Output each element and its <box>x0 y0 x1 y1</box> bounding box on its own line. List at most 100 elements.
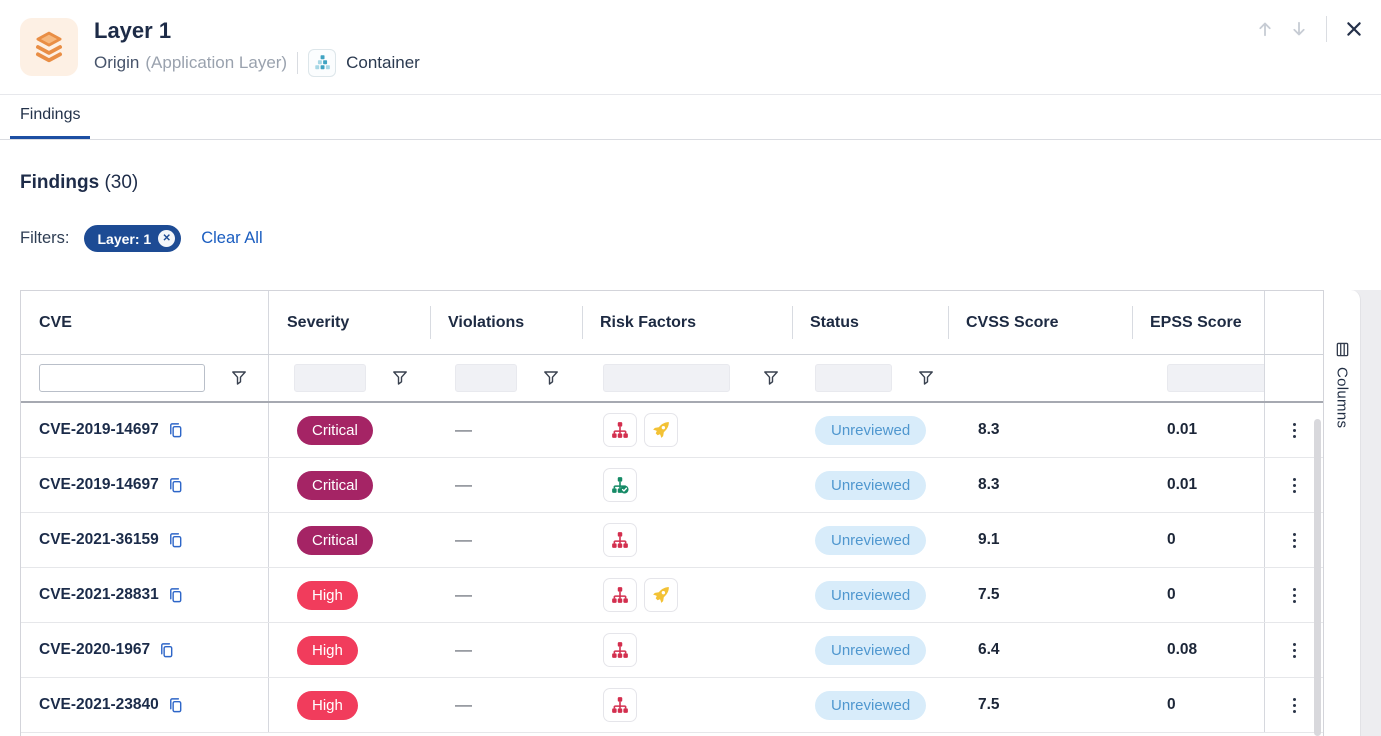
cvss-score-value: 7.5 <box>948 568 1132 622</box>
close-button[interactable] <box>1343 18 1365 40</box>
epss-score-value: 0 <box>1132 513 1264 567</box>
cvss-score-value: 8.3 <box>948 403 1132 457</box>
cve-link[interactable]: CVE-2021-23840 <box>39 696 159 714</box>
filter-chip-label: Layer: 1 <box>98 231 152 247</box>
columns-button[interactable]: Columns <box>1324 290 1361 736</box>
status-badge: Unreviewed <box>815 526 926 555</box>
filter-chip-layer[interactable]: Layer: 1 ✕ <box>84 225 182 252</box>
tab-findings[interactable]: Findings <box>10 95 90 139</box>
tab-bar: Findings <box>0 95 1381 140</box>
up-arrow-button[interactable] <box>1254 18 1276 40</box>
severity-badge: High <box>297 691 358 720</box>
copy-icon[interactable] <box>167 587 184 604</box>
findings-heading-label: Findings <box>20 172 99 193</box>
risk-factors-filter-input[interactable] <box>603 364 730 392</box>
attack-vector-network-icon[interactable] <box>603 688 637 722</box>
fix-available-icon[interactable] <box>603 468 637 502</box>
cve-link[interactable]: CVE-2021-36159 <box>39 531 159 549</box>
attack-vector-network-icon[interactable] <box>603 523 637 557</box>
row-actions-kebab[interactable] <box>1287 692 1302 719</box>
row-actions-kebab[interactable] <box>1287 527 1302 554</box>
severity-filter-funnel-button[interactable] <box>392 370 408 386</box>
status-badge: Unreviewed <box>815 691 926 720</box>
row-actions-kebab[interactable] <box>1287 417 1302 444</box>
cve-link[interactable]: CVE-2019-14697 <box>39 476 159 494</box>
column-header-epss-score[interactable]: EPSS Score <box>1132 291 1264 354</box>
layer-icon <box>20 18 78 76</box>
origin-detail: (Application Layer) <box>145 53 287 73</box>
table-row[interactable]: CVE-2019-14697 Critical — Unreviewed 8.3… <box>21 458 1323 513</box>
status-badge: Unreviewed <box>815 471 926 500</box>
divider <box>297 52 298 74</box>
column-header-severity[interactable]: Severity <box>268 291 430 354</box>
violations-filter-funnel-button[interactable] <box>543 370 559 386</box>
down-arrow-button[interactable] <box>1288 18 1310 40</box>
funnel-icon <box>543 370 559 386</box>
severity-badge: Critical <box>297 416 373 445</box>
arrow-down-icon <box>1290 20 1308 38</box>
epss-filter-input[interactable] <box>1167 364 1264 392</box>
cve-link[interactable]: CVE-2019-14697 <box>39 421 159 439</box>
severity-badge: Critical <box>297 471 373 500</box>
cve-link[interactable]: CVE-2021-28831 <box>39 586 159 604</box>
epss-score-value: 0 <box>1132 568 1264 622</box>
drawer-header: Layer 1 Origin (Application Layer) Conta… <box>0 0 1381 95</box>
cve-link[interactable]: CVE-2020-1967 <box>39 641 150 659</box>
exploit-exists-icon[interactable] <box>644 578 678 612</box>
risk-factors-filter-funnel-button[interactable] <box>763 370 779 386</box>
funnel-icon <box>763 370 779 386</box>
status-badge: Unreviewed <box>815 416 926 445</box>
copy-icon[interactable] <box>167 697 184 714</box>
risk-factors-cell <box>582 458 792 512</box>
row-actions-kebab[interactable] <box>1287 637 1302 664</box>
copy-icon[interactable] <box>167 477 184 494</box>
column-header-actions <box>1264 291 1323 354</box>
funnel-icon <box>392 370 408 386</box>
epss-score-value: 0.08 <box>1132 623 1264 677</box>
funnel-icon <box>231 370 247 386</box>
columns-icon <box>1335 342 1350 357</box>
container-icon <box>308 49 336 77</box>
table-row[interactable]: CVE-2021-23840 High — Unreviewed 7.5 0 <box>21 678 1323 733</box>
epss-score-value: 0 <box>1132 678 1264 732</box>
cve-filter-input[interactable] <box>39 364 205 392</box>
copy-icon[interactable] <box>167 532 184 549</box>
severity-filter-input[interactable] <box>294 364 366 392</box>
severity-badge: High <box>297 636 358 665</box>
origin-label: Origin <box>94 53 139 73</box>
findings-table-zone: CVE Severity Violations Risk Factors Sta… <box>20 290 1381 736</box>
copy-icon[interactable] <box>167 422 184 439</box>
copy-icon[interactable] <box>158 642 175 659</box>
cve-filter-funnel-button[interactable] <box>231 370 247 386</box>
column-header-cve[interactable]: CVE <box>21 291 268 354</box>
column-header-status[interactable]: Status <box>792 291 948 354</box>
attack-vector-network-icon[interactable] <box>603 633 637 667</box>
column-header-cvss-score[interactable]: CVSS Score <box>948 291 1132 354</box>
attack-vector-network-icon[interactable] <box>603 578 637 612</box>
table-row[interactable]: CVE-2021-28831 High — Unreviewed 7.5 0 <box>21 568 1323 623</box>
table-header-row: CVE Severity Violations Risk Factors Sta… <box>21 291 1323 355</box>
arrow-up-icon <box>1256 20 1274 38</box>
cvss-score-value: 9.1 <box>948 513 1132 567</box>
status-filter-input[interactable] <box>815 364 892 392</box>
row-actions-kebab[interactable] <box>1287 582 1302 609</box>
table-body: CVE-2019-14697 Critical — Unreviewed 8.3… <box>21 403 1323 733</box>
table-row[interactable]: CVE-2020-1967 High — Unreviewed 6.4 0.08 <box>21 623 1323 678</box>
attack-vector-network-icon[interactable] <box>603 413 637 447</box>
risk-factors-cell <box>582 623 792 677</box>
table-row[interactable]: CVE-2019-14697 Critical — Unreviewed 8.3… <box>21 403 1323 458</box>
exploit-exists-icon[interactable] <box>644 413 678 447</box>
column-header-risk-factors[interactable]: Risk Factors <box>582 291 792 354</box>
column-header-violations[interactable]: Violations <box>430 291 582 354</box>
violations-value: — <box>455 475 472 495</box>
findings-heading: Findings (30) <box>20 172 1381 194</box>
table-row[interactable]: CVE-2021-36159 Critical — Unreviewed 9.1… <box>21 513 1323 568</box>
remove-filter-icon[interactable]: ✕ <box>158 230 175 247</box>
clear-all-link[interactable]: Clear All <box>201 229 262 248</box>
status-filter-funnel-button[interactable] <box>918 370 934 386</box>
epss-score-value: 0.01 <box>1132 458 1264 512</box>
row-actions-kebab[interactable] <box>1287 472 1302 499</box>
findings-count: (30) <box>104 172 138 193</box>
violations-filter-input[interactable] <box>455 364 517 392</box>
table-scrollbar[interactable] <box>1314 419 1321 736</box>
